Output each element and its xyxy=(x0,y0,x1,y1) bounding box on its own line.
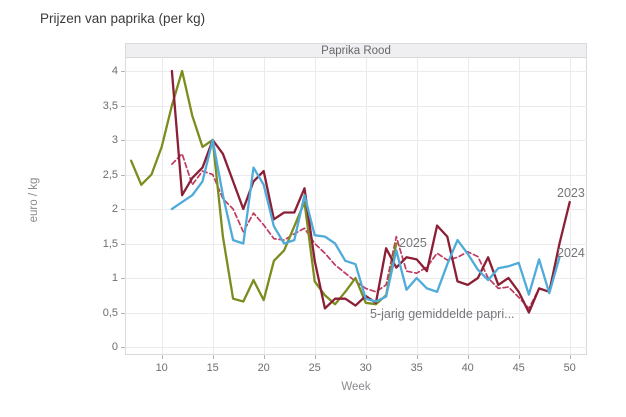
x-tick-label: 50 xyxy=(563,362,576,374)
y-tick-label: 0,5 xyxy=(102,306,118,319)
y-tick-label: 0 xyxy=(111,341,118,353)
y-axis-title: euro / kg xyxy=(28,177,40,223)
page-title: Prijzen van paprika (per kg) xyxy=(40,11,206,26)
x-tick-label: 35 xyxy=(410,362,423,374)
y-tick-label: 2,5 xyxy=(102,168,118,181)
x-tick-label: 25 xyxy=(308,362,321,374)
series-label-5-jarig-gemiddelde-papri-: 5-jarig gemiddelde papri... xyxy=(370,307,515,321)
x-tick-label: 45 xyxy=(512,362,525,374)
series-line-2023 xyxy=(170,69,571,314)
x-tick-label: 10 xyxy=(155,362,168,374)
panel-title: Paprika Rood xyxy=(321,44,391,57)
series-label-2025: 2025 xyxy=(399,236,427,250)
series-line-2024 xyxy=(170,138,561,303)
series-label-2024: 2024 xyxy=(557,246,585,260)
y-tick-label: 1,5 xyxy=(102,237,118,250)
x-tick-label: 15 xyxy=(206,362,219,374)
x-tick-label: 40 xyxy=(461,362,474,374)
series-line-2025 xyxy=(129,69,398,306)
x-tick-label: 20 xyxy=(257,362,270,374)
y-tick-label: 4 xyxy=(111,65,118,77)
y-tick-label: 3 xyxy=(111,134,118,146)
x-tick-label: 30 xyxy=(359,362,372,374)
y-tick-label: 1 xyxy=(111,272,118,284)
y-tick-label: 3,5 xyxy=(102,99,118,112)
panel-header: Paprika Rood xyxy=(125,43,587,58)
y-tick-label: 2 xyxy=(111,203,118,215)
x-axis-title: Week xyxy=(341,381,371,393)
series-label-2023: 2023 xyxy=(557,186,585,200)
